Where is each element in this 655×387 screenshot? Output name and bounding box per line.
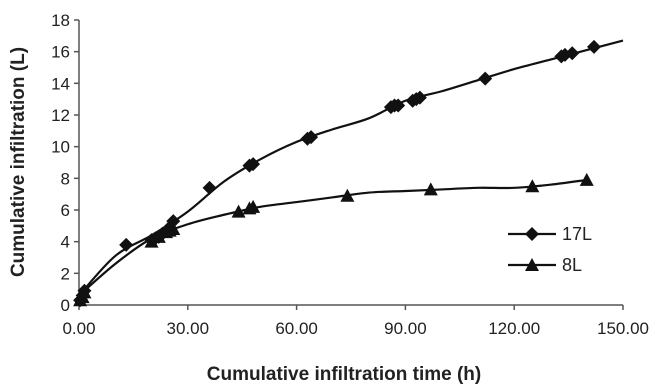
data-point-8l (423, 182, 438, 196)
data-point-17l (304, 130, 319, 145)
y-tick-label: 8 (61, 169, 70, 188)
x-tick-label: 30.00 (167, 319, 210, 338)
legend-label-17l: 17L (562, 224, 592, 244)
data-point-17l (565, 46, 580, 61)
data-point-17l (391, 98, 406, 113)
data-point-8l (144, 234, 159, 248)
data-point-8l (77, 285, 92, 299)
x-tick-label: 150.00 (597, 319, 649, 338)
y-axis-title: Cumulative infiltration (L) (8, 47, 29, 277)
data-point-8l (340, 188, 355, 202)
data-point-8l (579, 172, 594, 186)
x-tick-label: 0.00 (62, 319, 95, 338)
legend-triangle-marker (525, 258, 539, 271)
data-point-17l (119, 237, 134, 252)
data-point-17l (586, 39, 601, 54)
series-lines (78, 39, 624, 297)
data-point-17l (478, 71, 493, 86)
trend-line-17l (78, 39, 624, 297)
legend-diamond-marker (525, 227, 539, 241)
data-point-8l (231, 204, 246, 218)
data-point-8l (246, 199, 261, 213)
y-tick-label: 12 (51, 106, 70, 125)
y-tick-label: 10 (51, 138, 70, 157)
legend-item-17l: 17L (508, 224, 592, 244)
axes (78, 20, 623, 306)
y-tick-label: 2 (61, 264, 70, 283)
data-point-17l (412, 90, 427, 105)
legend-item-8l: 8L (508, 255, 582, 275)
data-point-8l (151, 229, 166, 243)
y-tick-label: 14 (51, 74, 70, 93)
y-tick-label: 6 (61, 201, 70, 220)
data-point-8l (166, 222, 181, 235)
series-markers (73, 39, 601, 308)
legend: 17L 8L (508, 224, 592, 275)
y-tick-label: 0 (61, 296, 70, 315)
y-tick-label: 16 (51, 43, 70, 62)
legend-label-8l: 8L (562, 255, 582, 275)
y-tick-label: 4 (61, 233, 70, 252)
x-tick-label: 90.00 (384, 319, 427, 338)
x-tick-label: 60.00 (275, 319, 318, 338)
data-point-17l (246, 157, 261, 172)
y-tick-labels: 0 2 4 6 8 10 12 14 16 18 (51, 11, 79, 315)
data-point-17l (202, 180, 217, 195)
x-tick-labels: 0.00 30.00 60.00 90.00 120.00 150.00 (62, 305, 649, 338)
data-point-8l (525, 179, 540, 193)
x-axis-title: Cumulative infiltration time (h) (207, 364, 481, 385)
x-tick-label: 120.00 (488, 319, 540, 338)
y-tick-label: 18 (51, 11, 70, 30)
